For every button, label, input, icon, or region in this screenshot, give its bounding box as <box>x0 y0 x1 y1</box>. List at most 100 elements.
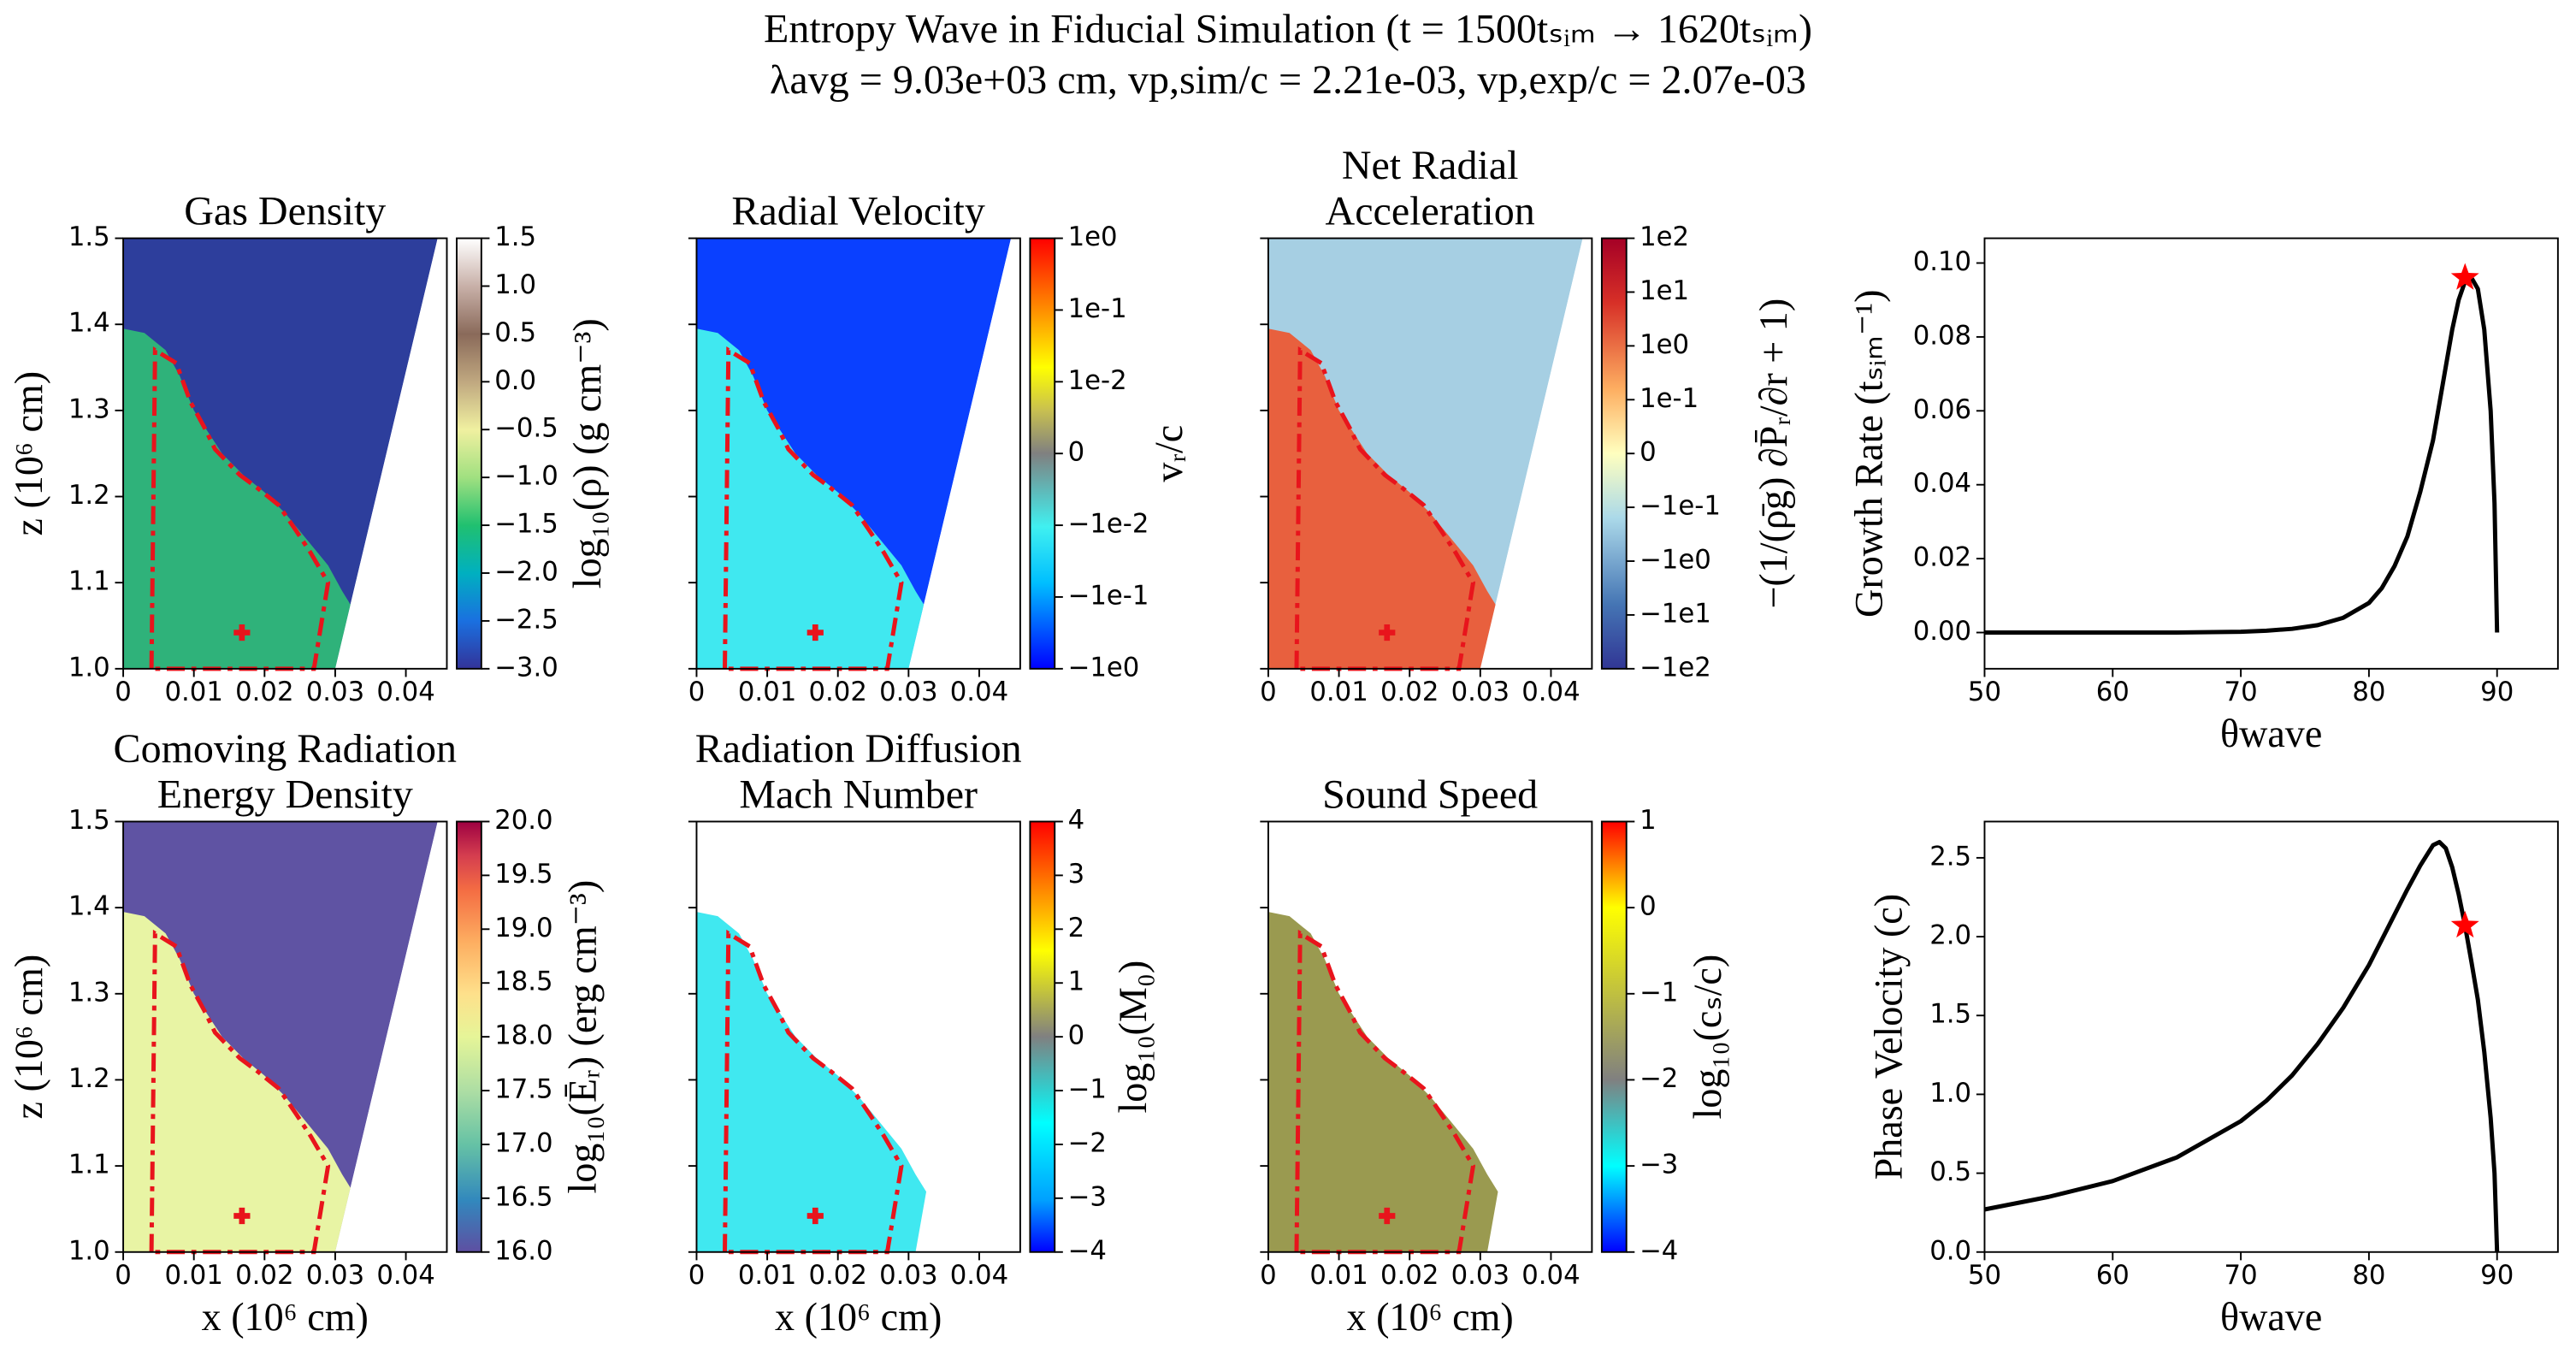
colorbar <box>456 237 482 670</box>
x-tick-label: 0.02 <box>1380 677 1439 707</box>
x-tick-label: 0.02 <box>809 677 867 707</box>
axes-frame <box>1267 237 1593 670</box>
colorbar-tick-label: 1.0 <box>494 269 536 300</box>
heatmap-region <box>696 328 927 669</box>
colorbar-tick-label: 1e-1 <box>1640 383 1699 414</box>
x-tick-label: 80 <box>2352 677 2385 707</box>
colorbar-tick-label: −1.0 <box>494 461 558 492</box>
figure-title: Entropy Wave in Fiducial Simulation (t =… <box>764 6 1812 51</box>
colorbar <box>1029 237 1056 670</box>
x-tick-label: 0.04 <box>376 1260 434 1291</box>
x-tick-label: 50 <box>1968 1260 2001 1291</box>
x-axis-label: x (10⁶ cm) <box>1347 1295 1514 1339</box>
x-tick-label: 0.02 <box>235 677 293 707</box>
colorbar-tick-label: −1 <box>1068 1074 1107 1105</box>
x-tick-label: 0.03 <box>879 677 937 707</box>
colorbar-tick-label: −1e-2 <box>1068 509 1149 540</box>
y-tick-label: 1.2 <box>68 1063 110 1094</box>
axes-frame <box>1983 237 2559 670</box>
x-tick-label: 0.01 <box>164 677 222 707</box>
curve <box>1984 275 2500 636</box>
panel-title: Energy Density <box>157 772 413 818</box>
colorbar-tick-label: 17.5 <box>494 1074 552 1105</box>
colorbar-tick-label: 17.0 <box>494 1127 552 1158</box>
y-tick-label: 0.04 <box>1913 468 1971 499</box>
colorbar <box>1600 820 1628 1253</box>
colorbar <box>1029 820 1056 1253</box>
x-tick-label: 0 <box>1260 1260 1277 1291</box>
colorbar-tick-label: 0 <box>1640 891 1657 922</box>
axes-frame <box>695 237 1021 670</box>
colorbar-tick-label: −2 <box>1640 1063 1678 1094</box>
colorbar-tick-label: 1e2 <box>1640 222 1689 252</box>
panel-title: Acceleration <box>1326 189 1535 234</box>
center-marker <box>233 1207 251 1225</box>
center-marker <box>1379 1207 1396 1225</box>
colorbar-tick-label: −1.5 <box>494 509 558 540</box>
x-tick-label: 0.04 <box>1521 1260 1580 1291</box>
colorbar-label: vᵣ/c <box>1147 425 1191 482</box>
colorbar-tick-label: 1e-1 <box>1068 293 1127 324</box>
x-tick-label: 90 <box>2480 677 2514 707</box>
colorbar-tick-label: −3.0 <box>494 652 558 683</box>
colorbar-tick-label: −1e-1 <box>1068 580 1149 611</box>
colorbar-tick-label: 1e-2 <box>1068 365 1127 396</box>
panel-title: Mach Number <box>739 772 978 818</box>
heatmap-region <box>696 912 927 1252</box>
colorbar-tick-label: 1 <box>1640 805 1657 836</box>
x-axis-label: θwave <box>2220 1295 2322 1339</box>
y-tick-label: 1.4 <box>68 891 110 922</box>
colorbar <box>456 820 482 1253</box>
colorbar-tick-label: 0 <box>1068 437 1085 468</box>
colorbar-tick-label: −3 <box>1640 1150 1678 1180</box>
colorbar-tick-label: −2.5 <box>494 604 558 635</box>
center-marker <box>806 1207 824 1225</box>
heatmap-image <box>1267 912 1498 1252</box>
contour <box>723 929 904 1255</box>
x-tick-label: 50 <box>1968 677 2001 707</box>
colorbar-label: log₁₀(Ēᵣ) (erg cm⁻³) <box>560 880 604 1194</box>
x-tick-label: 0.03 <box>306 677 364 707</box>
x-tick-label: 0 <box>115 1260 132 1291</box>
axes-frame <box>122 237 448 670</box>
x-tick-label: 0.04 <box>950 1260 1008 1291</box>
colorbar-label: log₁₀(M₀) <box>1111 961 1155 1114</box>
x-tick-label: 0.03 <box>1451 1260 1510 1291</box>
x-tick-label: 60 <box>2096 1260 2130 1291</box>
panel-title: Radiation Diffusion <box>695 726 1022 772</box>
x-tick-label: 0.01 <box>1309 1260 1368 1291</box>
y-tick-label: 1.1 <box>68 566 110 597</box>
colorbar-tick-label: 4 <box>1068 805 1085 836</box>
axes-frame <box>1267 820 1593 1253</box>
x-tick-label: 0.02 <box>809 1260 867 1291</box>
panel-title: Net Radial <box>1342 143 1519 188</box>
colorbar-tick-label: 0 <box>1068 1020 1085 1051</box>
colorbar-tick-label: 16.0 <box>494 1235 552 1266</box>
colorbar-tick-label: −3 <box>1068 1181 1107 1212</box>
x-tick-label: 0.03 <box>879 1260 937 1291</box>
colorbar-tick-label: 1e0 <box>1640 329 1689 360</box>
y-tick-label: 2.5 <box>1929 841 1971 872</box>
x-tick-label: 70 <box>2224 1260 2258 1291</box>
axes-frame <box>1983 820 2559 1253</box>
figure-subtitle: λavg = 9.03e+03 cm, vp,sim/c = 2.21e-03,… <box>770 57 1806 103</box>
colorbar <box>1600 237 1628 670</box>
x-tick-label: 90 <box>2480 1260 2514 1291</box>
colorbar-tick-label: 1 <box>1068 967 1085 997</box>
x-tick-label: 0.01 <box>738 677 796 707</box>
x-tick-label: 0.01 <box>164 1260 222 1291</box>
colorbar-tick-label: −1e1 <box>1640 598 1711 629</box>
heatmap-image <box>1267 238 1583 669</box>
star-marker <box>2450 910 2479 938</box>
panel-title: Comoving Radiation <box>114 726 457 772</box>
colorbar-tick-label: −1e0 <box>1068 652 1140 683</box>
heatmap-image <box>696 238 1012 669</box>
colorbar-label: log₁₀(ρ) (g cm⁻³) <box>565 318 609 588</box>
x-tick-label: 0 <box>688 677 706 707</box>
x-tick-label: 0.01 <box>1309 677 1368 707</box>
x-tick-label: 0.03 <box>1451 677 1510 707</box>
colorbar-tick-label: −1e2 <box>1640 652 1711 683</box>
heatmap-region <box>123 328 353 669</box>
y-tick-label: 1.0 <box>68 1235 110 1266</box>
